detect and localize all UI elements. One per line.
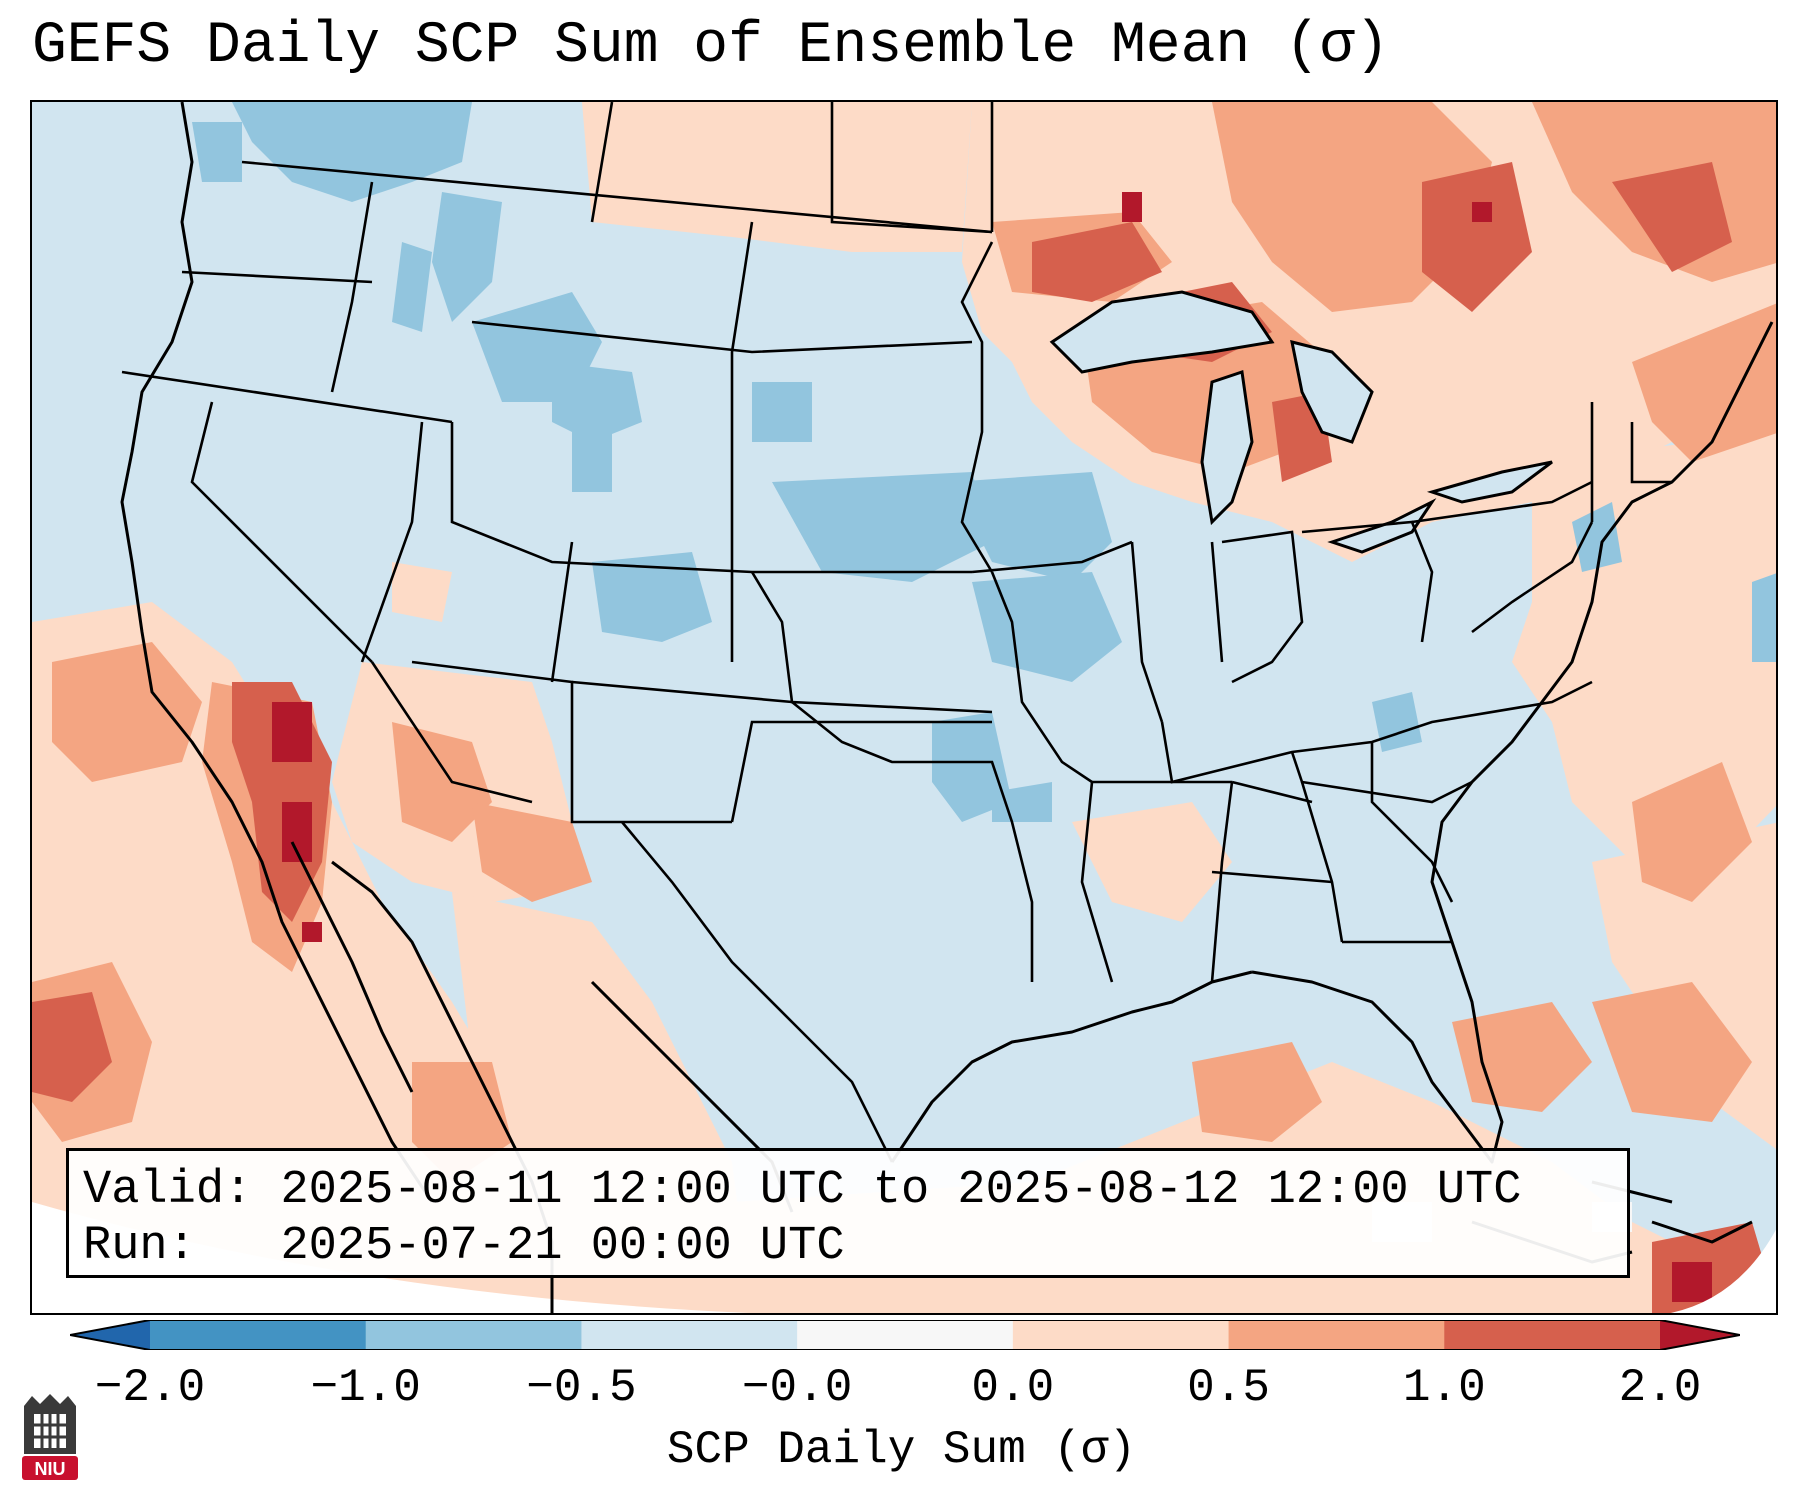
colorbar-bin xyxy=(150,1320,367,1350)
domain-edge-left xyxy=(32,1202,750,1313)
colorbar-tick-label: −0.0 xyxy=(741,1362,853,1414)
run-label: Run: xyxy=(83,1220,196,1273)
colorbar-bin xyxy=(1012,1320,1230,1350)
colorbar-tick-label: −2.0 xyxy=(94,1362,206,1414)
chart-title: GEFS Daily SCP Sum of Ensemble Mean (σ) xyxy=(32,14,1390,79)
logo-text: NIU xyxy=(35,1459,66,1479)
state-boundaries xyxy=(121,102,1672,1163)
colorbar-bin xyxy=(1228,1320,1445,1350)
colorbar-tick-label: 1.0 xyxy=(1402,1362,1486,1414)
colorbar-under-arrow xyxy=(70,1320,150,1350)
colorbar-label: SCP Daily Sum (σ) xyxy=(666,1424,1137,1476)
colorbar-bin xyxy=(797,1320,1014,1350)
colorbar-tick-label: 0.5 xyxy=(1187,1362,1270,1414)
positive-extreme-regions xyxy=(272,192,1712,1302)
colorbar-bin xyxy=(581,1320,798,1350)
colorbar-tick-label: 0.0 xyxy=(971,1362,1055,1414)
colorbar-tick-label: 2.0 xyxy=(1618,1362,1702,1414)
negative-mid-regions xyxy=(192,102,1776,822)
colorbar xyxy=(70,1320,1740,1350)
great-lakes xyxy=(1049,290,1553,554)
colorbar-tick-label: −0.5 xyxy=(526,1362,637,1414)
domain-edge-right xyxy=(1670,1229,1776,1313)
map-panel xyxy=(30,100,1778,1315)
colorbar-bin xyxy=(1444,1320,1661,1350)
scp-map xyxy=(32,102,1776,1313)
niu-logo-icon: NIU xyxy=(22,1394,78,1480)
info-box: Valid: 2025-08-11 12:00 UTC to 2025-08-1… xyxy=(66,1148,1630,1278)
colorbar-tick-label: −1.0 xyxy=(310,1362,421,1414)
valid-label: Valid: xyxy=(83,1164,253,1217)
colorbar-over-arrow xyxy=(1660,1320,1740,1350)
colorbar-bin xyxy=(365,1320,582,1350)
run-value: 2025-07-21 00:00 UTC xyxy=(280,1220,845,1273)
valid-value: 2025-08-11 12:00 UTC to 2025-08-12 12:00… xyxy=(280,1164,1522,1217)
colorbar-bins xyxy=(150,1320,1661,1350)
